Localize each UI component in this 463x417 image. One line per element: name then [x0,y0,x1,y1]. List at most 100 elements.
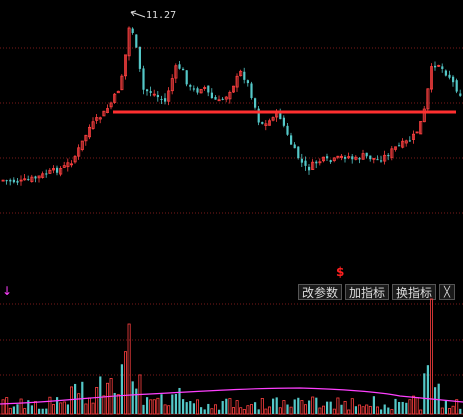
volume-bar [332,408,336,415]
candle-body [135,34,138,48]
volume-bar [213,404,217,415]
switch-indicator-button[interactable]: 换指标 [392,284,436,300]
volume-bar [401,401,404,414]
candle-body [62,165,66,168]
close-indicator-button[interactable]: ╳ [439,284,455,300]
candle-body [207,85,210,93]
volume-bar [109,378,113,415]
volume-bar [228,398,232,415]
volume-bar [282,400,286,415]
peak-pointer-line [130,11,146,18]
candle-body [167,90,171,102]
candle-body [452,76,455,83]
candle-body [91,121,95,129]
candle-body [257,108,260,123]
candle-body [146,89,149,92]
peak-price-label: 11.27 [146,10,176,21]
indicator-arrow-icon: ↓ [2,284,13,298]
candle-body [321,156,325,162]
candle-body [203,87,207,89]
volume-bar [444,400,447,414]
candle-body [84,134,88,142]
volume-bar [455,399,459,415]
candle-body [98,117,102,120]
volume-bar [163,404,167,415]
volume-bar [34,401,38,415]
candle-body [45,173,48,175]
candle-body [160,99,163,101]
candle-body [182,68,185,71]
volume-bar [411,395,415,415]
candle-body [73,156,77,163]
candle-body [369,155,372,160]
candle-body [429,66,433,90]
volume-bar [200,407,203,414]
volume-bar [275,397,278,414]
volume-bar [113,392,116,414]
candle-body [34,176,37,179]
candle-body [185,70,188,85]
volume-bar [156,397,160,415]
volume-bar [459,408,462,414]
add-indicator-button[interactable]: 加指标 [345,284,389,300]
candle-body [1,179,5,182]
volume-bar [289,406,293,415]
candle-body [131,28,134,34]
volume-bar [315,397,318,414]
volume-bar [246,405,250,415]
volume-bar [372,396,375,414]
volume-bar [88,397,92,415]
volume-bar [242,409,246,415]
candle-body [387,154,390,157]
candle-body [37,175,41,179]
candle-body [308,166,311,171]
candle-body [221,98,224,100]
volume-bar [308,400,311,414]
volume-bar [74,383,77,414]
candle-body [351,156,354,160]
candle-body [254,98,257,108]
candle-body [106,108,110,113]
volume-bar [340,404,343,414]
volume-bar [102,395,106,415]
candle-body [214,97,217,100]
volume-bar [321,405,325,415]
candle-body [19,179,23,182]
candle-body [390,148,394,158]
volume-bar [249,404,253,415]
volume-bar [62,401,66,415]
volume-bar [77,393,81,415]
candle-body [398,145,401,147]
candle-body [326,156,329,159]
volume-bar [218,409,221,414]
volume-bar [91,402,95,415]
candle-body [264,123,268,126]
volume-bar [12,406,15,414]
price-candlestick-panel [0,10,463,214]
candle-body [246,80,249,84]
volume-bar [368,405,372,415]
candle-body [189,84,192,87]
volume-bar [394,398,397,414]
candle-body [80,140,84,151]
candle-body [311,161,315,170]
candle-body [120,75,124,91]
candle-body [231,85,235,93]
candle-body [5,180,8,182]
volume-bar [5,397,9,415]
modify-params-button[interactable]: 改参数 [298,284,342,300]
candle-body [102,110,106,117]
candle-body [383,154,387,162]
candle-body [116,90,120,94]
volume-bar [45,408,48,414]
volume-bar [81,381,84,414]
volume-bar [56,397,59,414]
candle-body [95,117,99,121]
volume-bar [52,404,56,415]
candle-body [401,140,405,148]
candle-body [358,158,361,160]
candle-body [149,91,152,93]
volume-bar [23,408,27,415]
candle-body [224,96,228,100]
volume-bar [347,409,351,415]
